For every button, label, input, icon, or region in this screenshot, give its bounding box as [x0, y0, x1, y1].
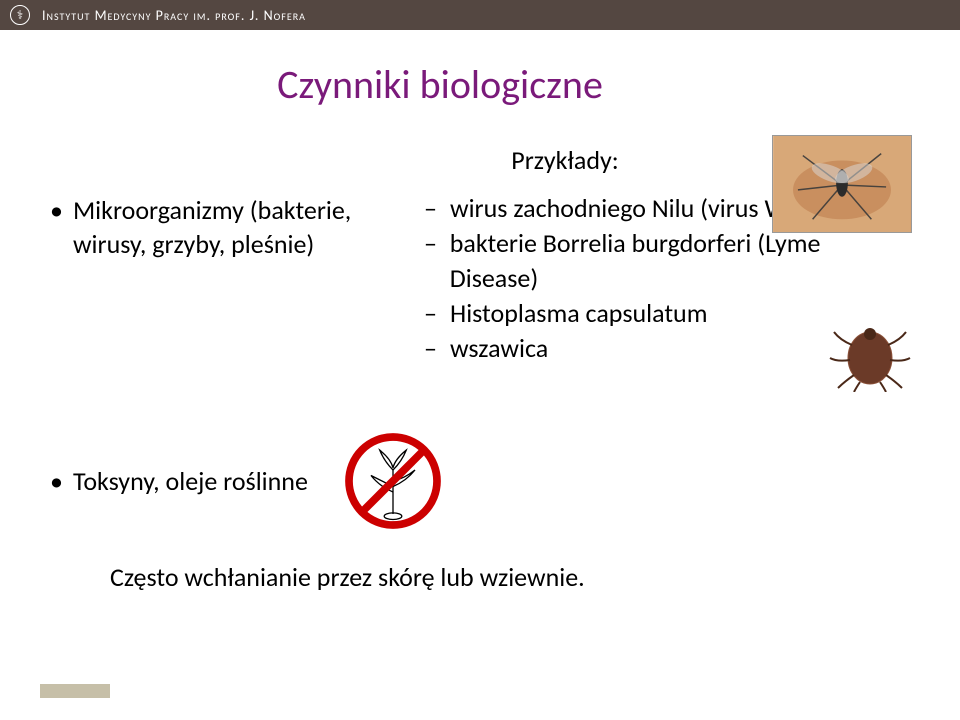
footer-accent-bar [40, 684, 110, 698]
slide-title: Czynniki biologiczne [0, 60, 910, 109]
example-item: –bakterie Borrelia burgdorferi (Lyme Dis… [420, 226, 910, 296]
dash-icon: – [420, 226, 450, 296]
dash-icon: – [420, 296, 450, 331]
microorganisms-text: Mikroorganizmy (bakterie, wirusy, grzyby… [73, 194, 390, 262]
no-plant-icon [338, 426, 448, 536]
bullet-dot: • [50, 194, 63, 228]
absorption-note: Często wchłanianie przez skórę lub wziew… [110, 561, 910, 593]
left-column: • Mikroorganizmy (bakterie, wirusy, grzy… [50, 144, 390, 262]
toxins-bullet: • Toksyny, oleje roślinne [50, 465, 308, 497]
caduceus-icon: ⚕ [10, 5, 30, 25]
dash-icon: – [420, 331, 450, 366]
microorganisms-bullet: • Mikroorganizmy (bakterie, wirusy, grzy… [50, 194, 390, 262]
tick-image [822, 320, 912, 392]
institute-name: Instytut Medycyny Pracy im. prof. J. Nof… [42, 7, 306, 24]
example-text: Histoplasma capsulatum [450, 296, 707, 331]
lower-section: • Toksyny, oleje roślinne [50, 426, 910, 593]
bullet-dot: • [50, 465, 63, 497]
example-text: wszawica [450, 331, 548, 366]
header-bar: ⚕ Instytut Medycyny Pracy im. prof. J. N… [0, 0, 960, 30]
logo-glyph: ⚕ [17, 8, 24, 23]
dash-icon: – [420, 191, 450, 226]
mosquito-image [772, 135, 912, 233]
slide-body: Czynniki biologiczne • Mikroorganizmy (b… [0, 30, 960, 720]
example-text: bakterie Borrelia burgdorferi (Lyme Dise… [450, 226, 910, 296]
toxins-text: Toksyny, oleje roślinne [73, 465, 308, 497]
toxins-row: • Toksyny, oleje roślinne [50, 426, 910, 536]
